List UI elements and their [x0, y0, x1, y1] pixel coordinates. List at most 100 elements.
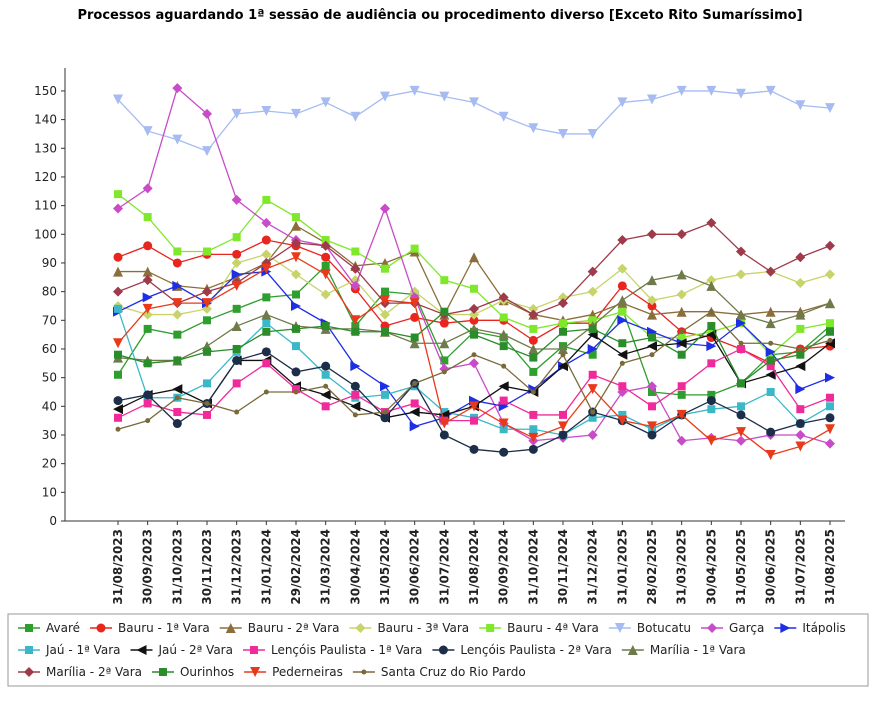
data-point	[560, 352, 566, 358]
data-point	[412, 380, 418, 386]
data-point	[738, 340, 744, 346]
data-point	[736, 309, 746, 320]
y-tick-label: 10	[42, 485, 57, 499]
data-point	[232, 355, 242, 365]
legend-label: Marília - 1ª Vara	[650, 643, 746, 657]
data-point	[350, 315, 361, 326]
data-point	[529, 410, 538, 419]
data-point	[587, 343, 598, 354]
data-point	[587, 128, 598, 139]
data-point	[826, 402, 834, 411]
data-point	[320, 289, 331, 300]
data-point	[173, 330, 182, 339]
data-point	[142, 126, 153, 137]
data-point	[676, 289, 687, 300]
data-point	[143, 359, 152, 368]
data-point	[172, 134, 183, 145]
y-tick-label: 130	[34, 141, 57, 155]
data-point	[677, 382, 686, 391]
x-tick-label: 30/06/2024	[408, 529, 422, 605]
data-point	[498, 381, 509, 392]
legend-label: Marília - 2ª Vara	[46, 665, 142, 679]
data-point	[469, 444, 479, 454]
data-point	[380, 91, 390, 102]
data-point	[648, 333, 656, 342]
data-point	[499, 447, 509, 457]
data-point	[142, 303, 153, 314]
data-point	[409, 298, 420, 309]
data-point	[679, 329, 685, 335]
legend-label: Ourinhos	[180, 665, 234, 679]
data-point	[143, 213, 152, 222]
data-point	[647, 229, 657, 240]
data-point	[292, 290, 300, 299]
data-point	[439, 430, 449, 440]
x-tick-label: 31/05/2025	[734, 529, 748, 605]
data-point	[232, 249, 242, 259]
legend-label: Lençóis Paulista - 1ª Vara	[271, 643, 422, 657]
legend-label: Avaré	[46, 621, 80, 635]
legend-marker	[486, 624, 495, 632]
data-point	[440, 307, 449, 316]
y-tick-label: 50	[42, 371, 57, 385]
data-point	[825, 103, 835, 114]
data-point	[380, 381, 390, 392]
data-point	[143, 399, 152, 408]
data-point	[172, 419, 182, 429]
data-point	[498, 292, 509, 303]
x-tick-label: 31/08/2025	[823, 529, 837, 605]
data-point	[321, 402, 330, 411]
legend-marker	[361, 669, 367, 675]
data-point	[114, 350, 122, 359]
data-point	[172, 309, 183, 320]
data-point	[350, 111, 361, 122]
data-point	[262, 359, 271, 368]
data-point	[707, 405, 716, 414]
data-point	[263, 389, 269, 395]
x-tick-label: 29/02/2024	[289, 529, 303, 605]
data-point	[231, 280, 242, 291]
data-point	[409, 85, 420, 96]
data-point	[617, 281, 627, 291]
data-point	[499, 425, 508, 434]
data-point	[350, 280, 361, 291]
data-point	[350, 401, 361, 412]
data-point	[766, 350, 775, 359]
data-point	[737, 379, 745, 388]
data-point	[231, 269, 242, 280]
data-point	[470, 284, 478, 293]
legend-label: Jaú - 2ª Vara	[157, 643, 232, 657]
data-point	[203, 379, 211, 388]
data-point	[113, 404, 123, 415]
data-point	[291, 108, 301, 119]
data-point	[765, 306, 776, 317]
data-point	[617, 315, 628, 326]
data-point	[765, 266, 776, 277]
data-point	[142, 183, 153, 194]
data-point	[588, 413, 597, 422]
data-point	[350, 263, 361, 274]
data-point	[796, 405, 805, 414]
y-tick-label: 70	[42, 313, 57, 327]
data-point	[320, 269, 331, 280]
data-point	[676, 409, 687, 420]
data-point	[498, 111, 509, 122]
data-point	[202, 108, 212, 119]
data-point	[352, 412, 358, 418]
y-tick-label: 20	[42, 457, 57, 471]
legend-item: Jaú - 2ª Vara	[130, 643, 233, 657]
data-point	[765, 85, 776, 96]
y-tick-label: 150	[34, 84, 57, 98]
y-tick-label: 90	[42, 256, 57, 270]
data-point	[677, 333, 686, 342]
data-point	[676, 229, 687, 240]
legend-item: Marília - 1ª Vara	[621, 643, 746, 657]
data-point	[380, 309, 390, 320]
data-point	[232, 304, 241, 313]
data-point	[765, 369, 776, 380]
y-tick-label: 40	[42, 399, 57, 413]
data-point	[232, 379, 241, 388]
data-point	[469, 97, 479, 108]
legend-marker	[25, 646, 33, 654]
data-point	[292, 324, 300, 333]
